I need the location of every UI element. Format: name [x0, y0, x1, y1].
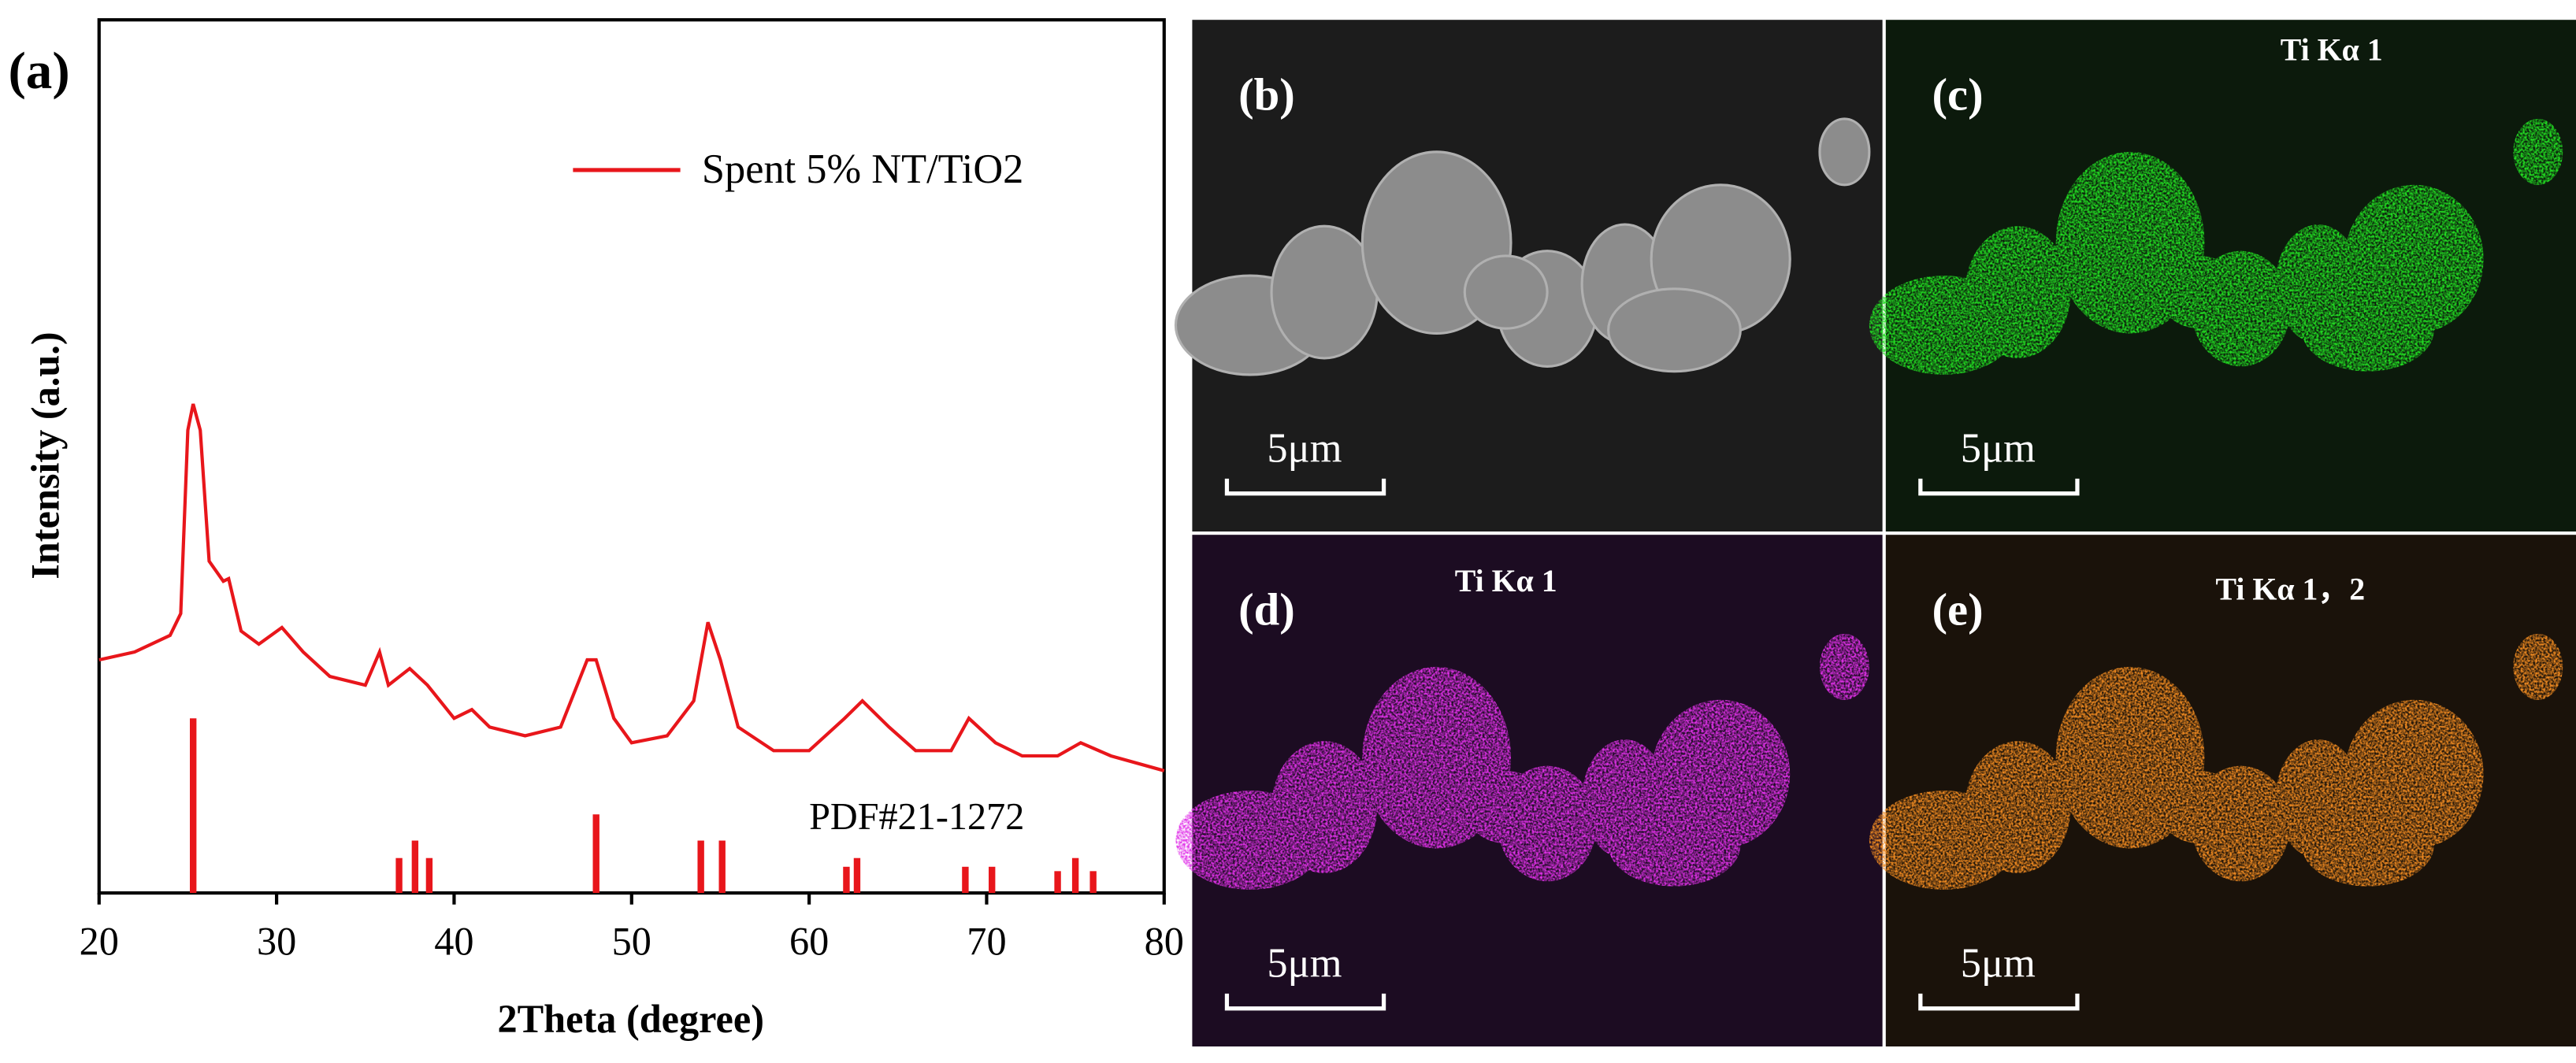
particle [2513, 118, 2563, 185]
scale-bar [1918, 478, 2080, 496]
panel-label: (d) [1238, 583, 1295, 635]
reference-stick [395, 857, 403, 894]
reference-stick [697, 840, 704, 894]
particle [2158, 255, 2241, 329]
particles [1175, 633, 1869, 890]
scale-bar-label: 5μm [1961, 425, 2036, 471]
panel-label: (b) [1238, 69, 1295, 120]
particle [1463, 254, 1549, 330]
particles [1174, 117, 1871, 376]
scale-bar-label: 5μm [1961, 940, 2036, 986]
panel-label: (c) [1932, 69, 1984, 120]
scale-bar [1918, 993, 2080, 1011]
scale-bar-label: 5μm [1267, 940, 1342, 986]
x-tick-label: 70 [967, 920, 1006, 964]
particle [1818, 117, 1871, 187]
x-tick-label: 50 [612, 920, 651, 964]
particle [1965, 226, 2071, 358]
reference-stick [843, 866, 850, 894]
particle [2158, 770, 2241, 844]
scale-bar [1224, 478, 1386, 496]
particle [2302, 288, 2434, 372]
particle [1608, 803, 1741, 887]
image-panel: (b) 5μm [1174, 20, 1883, 532]
x-tick-label: 40 [434, 920, 473, 964]
element-label: Ti Kα 1 [1455, 564, 1557, 598]
legend-label: Spent 5% NT/TiO2 [702, 146, 1024, 192]
particle [1607, 287, 1742, 373]
particles [1869, 118, 2563, 375]
x-tick-label: 20 [80, 920, 119, 964]
x-axis-title: 2Theta (degree) [497, 997, 763, 1041]
element-label: Ti Kα 1，2 [2216, 572, 2366, 607]
reference-stick [853, 857, 861, 894]
x-tick-label: 80 [1145, 920, 1184, 964]
particle [2302, 803, 2434, 887]
image-panel: (e) Ti Kα 1，2 5μm [1869, 535, 2576, 1046]
particles [1869, 633, 2563, 890]
particle [2513, 633, 2563, 700]
scale-bar [1224, 993, 1386, 1011]
image-panel: (d) Ti Kα 1 5μm [1175, 535, 1883, 1046]
particle [1271, 741, 1378, 873]
panel-label: (a) [8, 41, 69, 100]
reference-stick [425, 857, 433, 894]
reference-stick [411, 840, 419, 894]
image-panel: (c) Ti Kα 1 5μm [1869, 20, 2576, 532]
reference-stick [1054, 871, 1061, 894]
particle [1464, 770, 1548, 844]
reference-stick [718, 840, 726, 894]
panel-label: (e) [1932, 583, 1984, 635]
data-line [98, 403, 1165, 772]
reference-stick [989, 866, 996, 894]
reference-stick [190, 718, 197, 894]
x-tick-label: 30 [257, 920, 296, 964]
element-label: Ti Kα 1 [2281, 32, 2383, 67]
reference-stick [962, 866, 969, 894]
reference-stick [592, 814, 599, 894]
scale-bar-label: 5μm [1267, 425, 1342, 471]
reference-stick [1071, 857, 1079, 894]
particle [1965, 741, 2071, 873]
reference-label: PDF#21-1272 [809, 796, 1024, 838]
image-panels: (b) 5μm (c) Ti Kα 1 5μm (d) Ti Kα 1 5μm (e) Ti Kα… [1174, 20, 2576, 1046]
y-axis-title: Intensity (a.u.) [23, 331, 67, 579]
particle [1819, 633, 1869, 700]
x-tick-label: 60 [789, 920, 829, 964]
reference-stick [1089, 871, 1097, 894]
